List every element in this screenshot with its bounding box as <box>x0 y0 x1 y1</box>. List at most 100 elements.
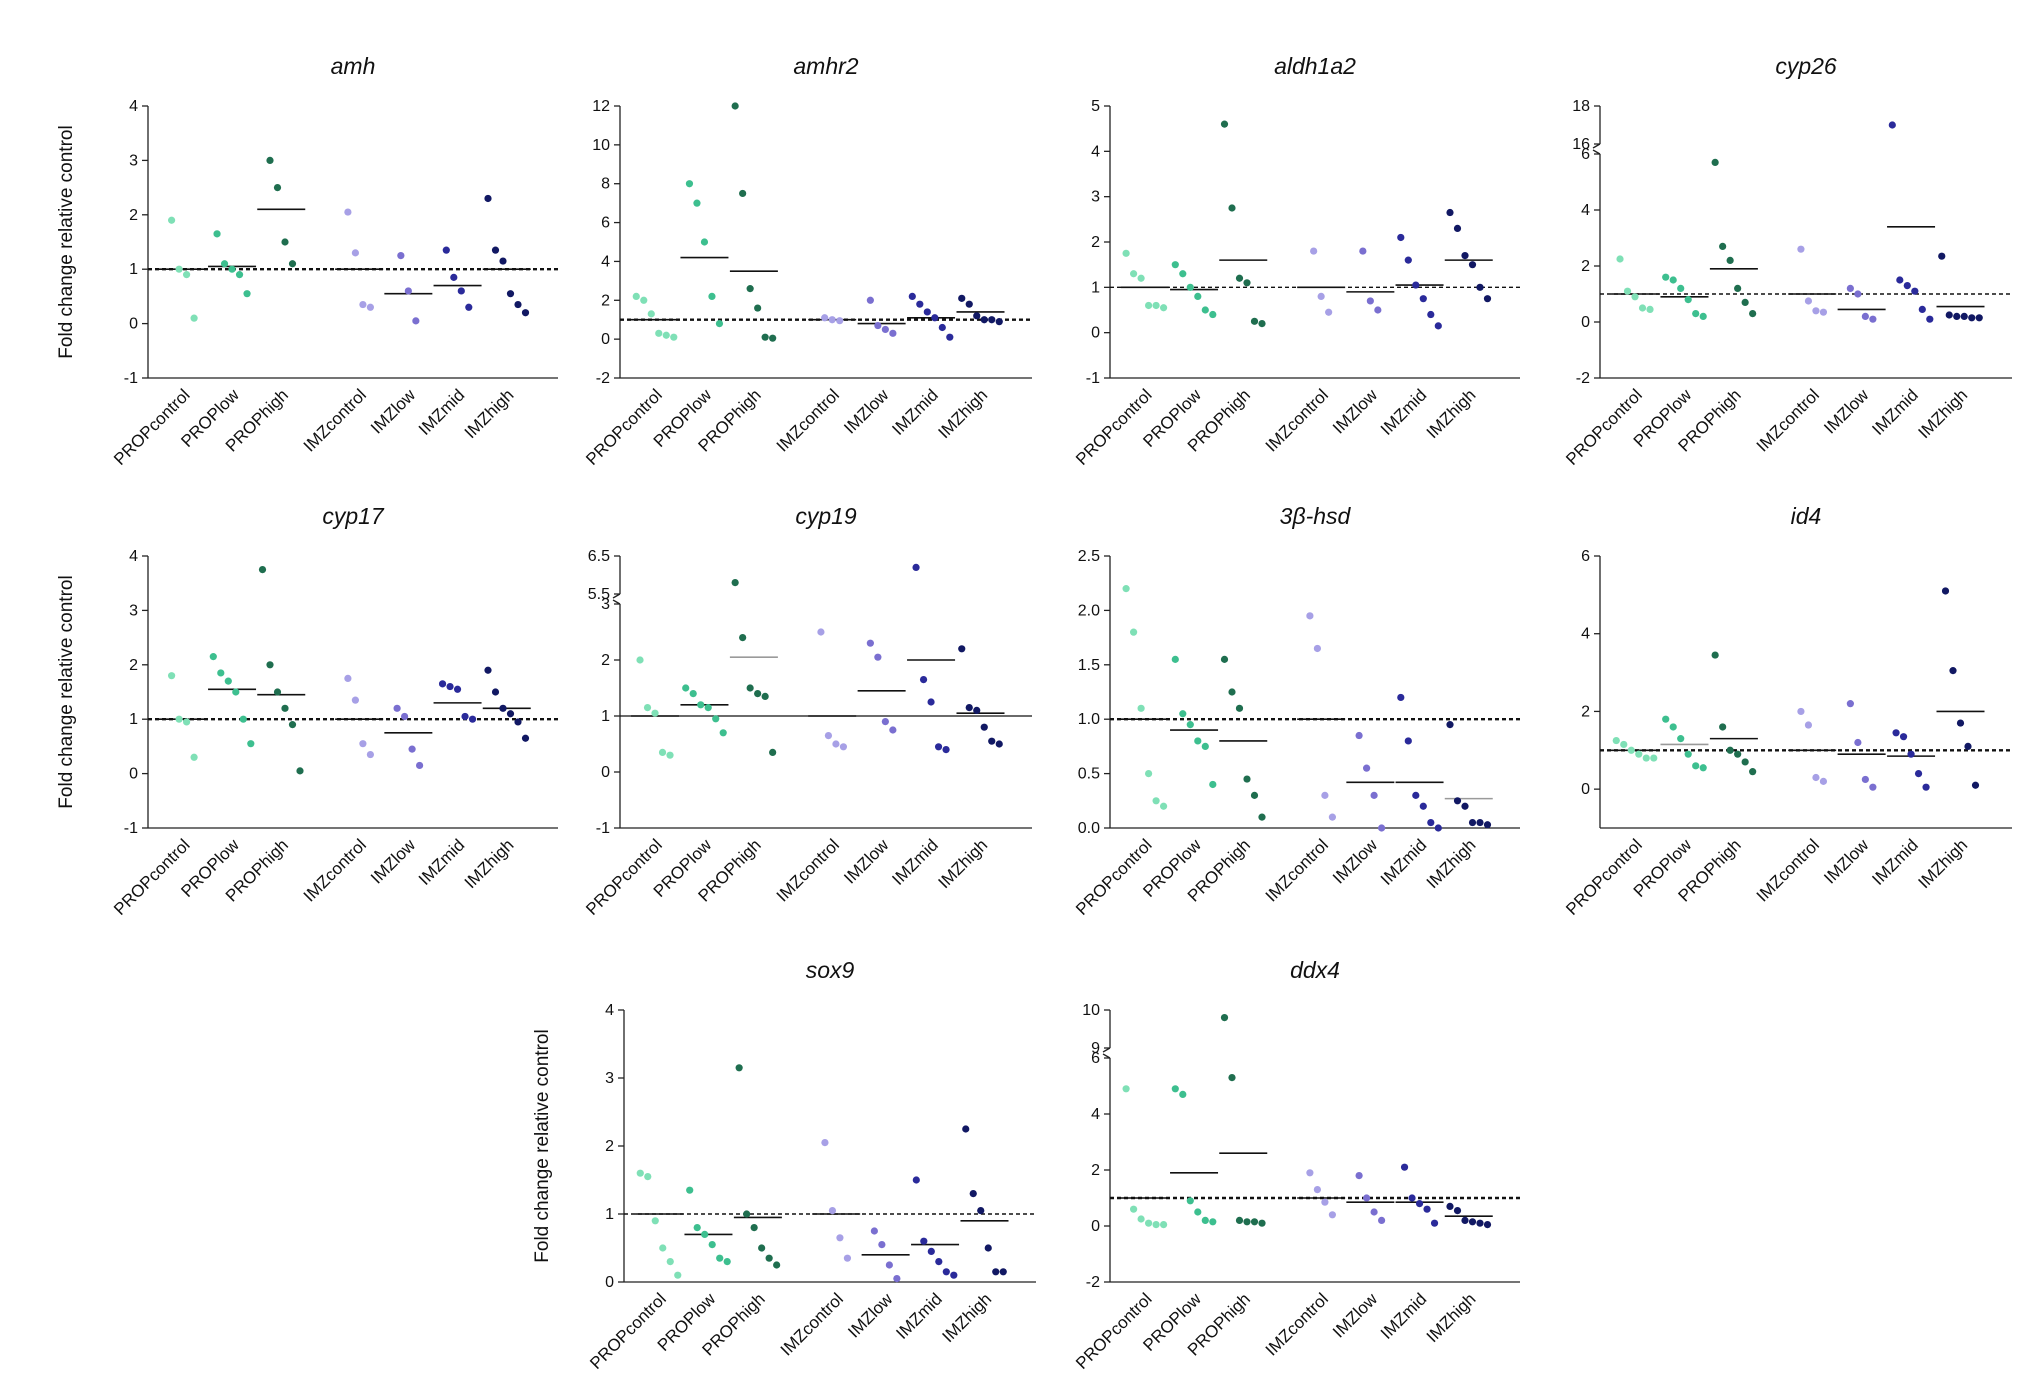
data-point-PROPlow <box>685 180 694 188</box>
data-point-IMZmid <box>1926 315 1934 323</box>
data-point-PROPlow <box>682 684 690 692</box>
data-point-PROPlow <box>1669 723 1677 731</box>
data-point-PROPhigh <box>731 579 739 587</box>
data-point-PROPcontrol <box>1137 1215 1145 1223</box>
data-point-PROPlow <box>1209 1218 1217 1226</box>
data-point-IMZhigh <box>995 740 1003 748</box>
x-category-label: PROPcontrol <box>110 385 194 469</box>
data-point-PROPcontrol <box>666 751 674 759</box>
data-point-PROPlow <box>1699 764 1707 772</box>
data-point-PROPlow <box>220 260 229 268</box>
x-category-label: IMZlow <box>367 385 420 438</box>
data-point-PROPcontrol <box>1130 628 1138 636</box>
y-tick-label: -2 <box>1086 1274 1100 1291</box>
x-category-label: IMZlow <box>840 385 893 438</box>
data-point-IMZcontrol <box>843 1254 852 1262</box>
panel-2: aldh1a2-1012345PROPcontrolPROPlowPROPhig… <box>1072 53 1520 469</box>
data-point-PROPcontrol <box>1160 304 1168 312</box>
data-point-IMZcontrol <box>828 1207 837 1215</box>
data-point-IMZlow <box>870 1227 878 1235</box>
y-tick-label: 1.5 <box>1078 657 1100 674</box>
data-point-PROPlow <box>704 704 712 712</box>
data-point-PROPlow <box>1186 283 1194 291</box>
panel-6: 3β-hsd0.00.51.01.52.02.5PROPcontrolPROPl… <box>1072 503 1520 919</box>
x-category-label: PROPcontrol <box>582 835 666 919</box>
data-point-IMZhigh <box>1468 261 1477 269</box>
data-point-PROPlow <box>1699 312 1707 320</box>
data-point-PROPhigh <box>754 304 762 312</box>
data-point-IMZhigh <box>973 706 981 715</box>
data-point-PROPlow <box>1194 1208 1202 1216</box>
x-category-label: IMZcontrol <box>1753 835 1823 905</box>
data-point-IMZlow <box>889 329 897 337</box>
x-category-label: IMZlow <box>367 835 420 888</box>
data-point-PROPlow <box>1684 296 1692 304</box>
data-point-IMZlow <box>1355 731 1363 740</box>
data-point-PROPlow <box>693 199 701 207</box>
data-point-IMZhigh <box>514 718 522 726</box>
data-point-PROPhigh <box>1235 274 1244 282</box>
data-point-PROPhigh <box>1734 284 1742 292</box>
y-tick-label: 2.0 <box>1078 602 1100 619</box>
data-point-IMZcontrol <box>1321 1198 1329 1206</box>
x-category-label: PROPcontrol <box>1072 1289 1156 1373</box>
x-category-label: IMZlow <box>1820 835 1873 888</box>
data-point-IMZmid <box>912 563 920 572</box>
data-point-IMZcontrol <box>1328 813 1336 821</box>
x-category-label: IMZlow <box>1329 835 1382 888</box>
data-point-PROPcontrol <box>183 271 191 279</box>
data-point-PROPhigh <box>739 189 747 198</box>
y-tick-label: 2 <box>1581 258 1590 275</box>
data-point-PROPlow <box>1662 715 1670 723</box>
data-point-PROPhigh <box>1228 688 1236 696</box>
data-point-IMZlow <box>874 321 882 330</box>
y-tick-label: 12 <box>592 98 610 115</box>
data-point-PROPlow <box>712 715 720 723</box>
data-point-PROPhigh <box>750 1224 758 1232</box>
y-tick-label: 2.5 <box>1078 548 1100 565</box>
data-point-PROPcontrol <box>644 1173 652 1181</box>
data-point-IMZmid <box>1888 121 1896 129</box>
data-point-IMZhigh <box>965 300 973 308</box>
data-point-PROPcontrol <box>175 265 183 273</box>
y-tick-label: 4 <box>1581 626 1590 643</box>
data-point-IMZhigh <box>1461 252 1469 260</box>
data-point-IMZhigh <box>484 194 492 203</box>
data-point-PROPcontrol <box>1130 270 1138 278</box>
x-category-label: IMZcontrol <box>300 385 370 455</box>
data-point-IMZhigh <box>1975 314 1983 322</box>
data-point-PROPlow <box>1209 310 1217 319</box>
x-category-label: IMZhigh <box>461 835 518 892</box>
data-point-PROPcontrol <box>1650 754 1658 762</box>
x-category-label: IMZcontrol <box>1262 835 1332 905</box>
data-point-IMZmid <box>938 323 946 332</box>
data-point-IMZmid <box>1419 295 1427 303</box>
y-tick-label: 4 <box>129 98 138 115</box>
data-point-IMZcontrol <box>1812 307 1820 315</box>
y-tick-label: 1 <box>1091 279 1100 296</box>
data-point-IMZlow <box>1846 284 1854 292</box>
data-point-PROPlow <box>243 290 251 298</box>
x-category-label: IMZmid <box>892 1289 946 1343</box>
x-category-label: PROPcontrol <box>1562 385 1646 469</box>
data-point-IMZhigh <box>1483 821 1492 829</box>
data-point-PROPlow <box>1201 742 1209 751</box>
data-point-PROPcontrol <box>1638 304 1647 312</box>
data-point-IMZhigh <box>977 1207 985 1215</box>
x-category-label: IMZhigh <box>1423 835 1480 892</box>
y-tick-label: 4 <box>129 548 138 565</box>
y-tick-label: 2 <box>1091 234 1100 251</box>
data-point-PROPcontrol <box>636 1169 644 1177</box>
y-tick-label: 4 <box>605 1002 614 1019</box>
data-point-IMZhigh <box>988 737 996 745</box>
data-point-IMZhigh <box>1483 1221 1492 1229</box>
x-category-label: PROPcontrol <box>582 385 666 469</box>
data-point-PROPhigh <box>1243 775 1251 783</box>
data-point-PROPcontrol <box>640 296 648 304</box>
data-point-IMZmid <box>446 682 454 691</box>
y-tick-label: 0.5 <box>1078 766 1100 783</box>
data-point-IMZlow <box>881 325 889 334</box>
data-point-IMZmid <box>1404 256 1412 264</box>
axis-break-mark <box>1102 1047 1111 1053</box>
